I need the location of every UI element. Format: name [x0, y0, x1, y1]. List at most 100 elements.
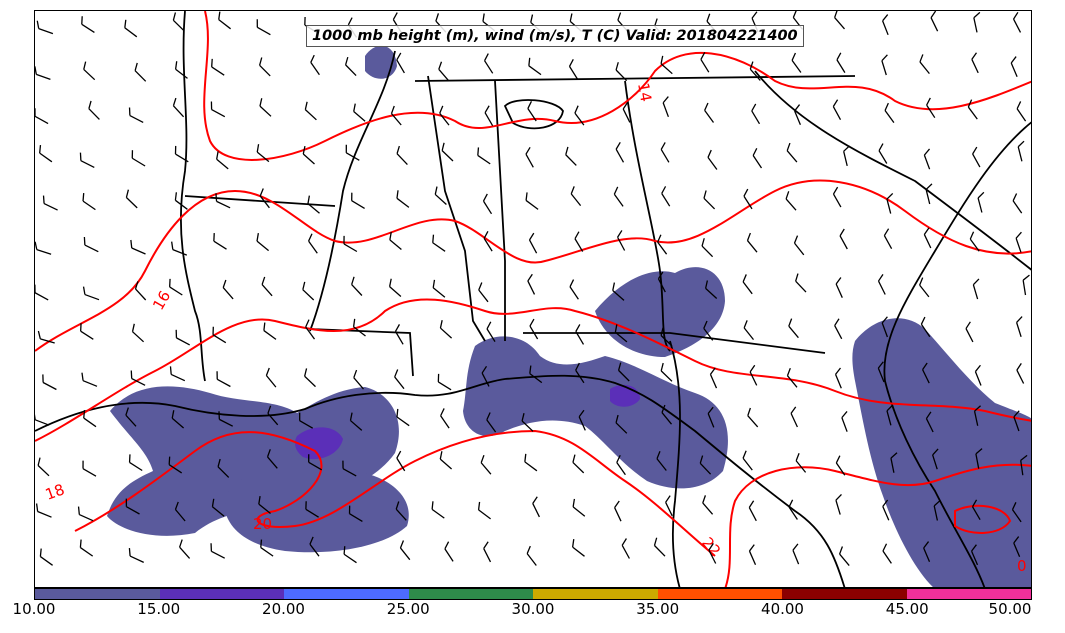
wind-barb-icon	[657, 234, 668, 255]
wind-barb-icon	[660, 55, 673, 75]
wind-barb-icon	[920, 316, 931, 338]
wind-barb-icon	[612, 282, 625, 301]
wind-barb-icon	[486, 321, 496, 342]
wind-barb-icon	[439, 320, 453, 339]
wind-barb-icon	[574, 231, 584, 252]
precip-region-south	[225, 471, 409, 553]
wind-barb-icon	[79, 539, 94, 557]
wind-barb-icon	[843, 145, 850, 167]
wind-barb-icon	[617, 362, 630, 382]
wind-barb-icon	[707, 406, 715, 428]
wind-barb-icon	[699, 455, 712, 475]
wind-barb-icon	[574, 105, 585, 126]
wind-barb-icon	[174, 501, 186, 522]
wind-barb-icon	[578, 409, 586, 431]
wind-barb-icon	[835, 455, 846, 476]
wind-barb-icon	[883, 228, 893, 250]
wind-barb-icon	[834, 367, 842, 389]
wind-barb-icon	[134, 281, 147, 301]
wind-barb-icon	[80, 323, 94, 340]
wind-barb-icon	[925, 183, 933, 205]
wind-barb-icon	[79, 152, 95, 168]
wind-barb-icon	[483, 230, 493, 252]
wind-barb-icon	[81, 16, 95, 33]
wind-barb-icon	[432, 234, 446, 252]
wind-barb-icon	[930, 11, 939, 32]
wind-barb-icon	[260, 539, 274, 557]
wind-barb-icon	[529, 365, 543, 384]
wind-barb-icon	[83, 409, 97, 428]
wind-barb-icon	[661, 404, 673, 425]
map-canvas: 14 16 18 20 22 0	[35, 11, 1031, 587]
wind-barb-icon	[884, 102, 895, 123]
colorbar-segment-25-30	[408, 589, 533, 599]
wind-barb-icon	[482, 193, 493, 215]
contour-label-16: 16	[149, 288, 174, 314]
wind-barb-icon	[302, 146, 315, 165]
temperature-contour-18	[35, 298, 1031, 442]
wind-barb-icon	[742, 450, 753, 471]
wind-barb-icon	[790, 406, 798, 428]
wind-barb-icon	[259, 98, 272, 117]
wind-barb-icon	[788, 318, 799, 339]
wind-barb-icon	[832, 99, 842, 121]
wind-barb-icon	[210, 101, 226, 118]
temperature-contour-closed	[954, 504, 1012, 534]
wind-barb-icon	[919, 277, 930, 298]
wind-barb-icon	[886, 404, 894, 426]
wind-barb-icon	[353, 369, 364, 390]
wind-barb-icon	[77, 506, 94, 522]
wind-barb-icon	[835, 277, 843, 298]
wind-barb-icon	[124, 19, 138, 38]
wind-barb-icon	[1010, 56, 1018, 78]
wind-barb-icon	[434, 186, 447, 205]
wind-barb-icon	[484, 105, 494, 127]
wind-barb-icon	[878, 143, 888, 164]
wind-barb-icon	[752, 148, 763, 169]
wind-barb-icon	[882, 543, 892, 564]
wind-barb-icon	[748, 500, 757, 522]
wind-barb-icon	[172, 97, 185, 118]
wind-barb-icon	[617, 230, 626, 251]
wind-barb-icon	[35, 284, 49, 301]
wind-barb-icon	[35, 108, 49, 125]
wind-barb-icon	[265, 367, 277, 388]
wind-barb-icon	[299, 412, 314, 429]
wind-barb-icon	[528, 232, 538, 254]
wind-barb-icon	[834, 11, 845, 30]
colorbar-tick-3: 25.00	[386, 600, 430, 618]
wind-barb-icon	[216, 151, 229, 170]
colorbar-segment-30-35	[533, 589, 658, 599]
wind-barb-icon	[786, 142, 798, 163]
wind-barb-icon	[614, 500, 622, 522]
colorbar-tick-4: 30.00	[511, 600, 555, 618]
wind-barb-icon	[922, 362, 930, 384]
precip-heavy-cell-west	[295, 427, 343, 460]
wind-barb-icon	[39, 145, 53, 163]
wind-barb-icon	[396, 145, 408, 166]
wind-barb-icon	[791, 52, 802, 73]
wind-barb-icon	[708, 543, 717, 564]
wind-barb-icon	[704, 280, 718, 299]
wind-barb-icon	[130, 239, 146, 255]
wind-barb-icon	[525, 192, 539, 210]
wind-barb-icon	[256, 19, 271, 36]
wind-barb-icon	[748, 544, 757, 566]
wind-barb-icon	[394, 369, 405, 390]
wind-barb-icon	[795, 452, 807, 473]
wind-barb-icon	[568, 58, 579, 80]
wind-barb-icon	[211, 498, 225, 517]
wind-barb-icon	[709, 367, 718, 389]
wind-barb-icon	[37, 457, 50, 477]
wind-barb-icon	[174, 145, 189, 163]
wind-barbs	[35, 11, 1030, 567]
wind-barb-icon	[836, 52, 846, 73]
wind-barb-icon	[477, 147, 491, 165]
wind-barb-icon	[973, 405, 981, 426]
wind-barb-icon	[525, 146, 534, 168]
wind-barb-icon	[622, 101, 631, 123]
wind-barb-icon	[832, 186, 842, 208]
wind-barb-icon	[972, 146, 981, 168]
wind-barb-icon	[211, 58, 225, 76]
atlantic-coast	[883, 121, 1031, 587]
